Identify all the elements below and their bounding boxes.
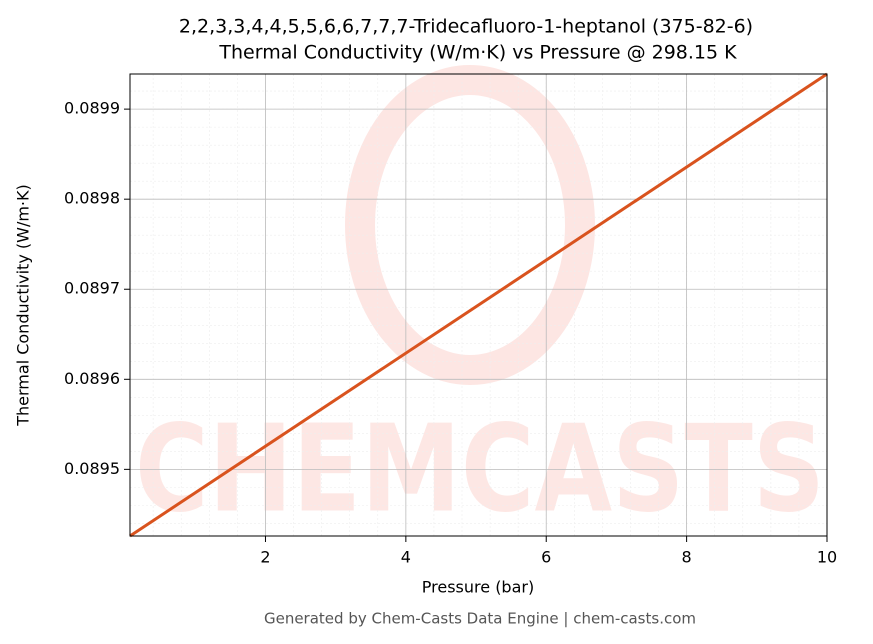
x-tick-label: 2 [260, 548, 270, 567]
footer: Generated by Chem-Casts Data Engine | ch… [264, 610, 696, 628]
y-tick-label: 0.0896 [64, 369, 120, 388]
x-tick-label: 8 [682, 548, 692, 567]
watermark: CHEMCASTS [135, 401, 825, 540]
y-tick-label: 0.0898 [64, 189, 120, 208]
y-tick-label: 0.0899 [64, 99, 120, 118]
y-axis-label: Thermal Conductivity (W/m·K) [14, 184, 33, 427]
x-tick-label: 4 [401, 548, 411, 567]
plot-area: CHEMCASTS [135, 65, 825, 540]
x-axis-label: Pressure (bar) [422, 578, 534, 597]
x-tick-label: 10 [817, 548, 837, 567]
data-line [129, 72, 828, 538]
chart-subtitle: Thermal Conductivity (W/m·K) vs Pressure… [218, 42, 737, 64]
watermark-logo [345, 65, 595, 385]
x-tick-label: 6 [541, 548, 551, 567]
y-tick-label: 0.0897 [64, 279, 120, 298]
plot-frame [129, 73, 828, 537]
chart-title: 2,2,3,3,4,4,5,5,6,6,7,7,7-Tridecafluoro-… [179, 16, 753, 38]
y-tick-label: 0.0895 [64, 459, 120, 478]
